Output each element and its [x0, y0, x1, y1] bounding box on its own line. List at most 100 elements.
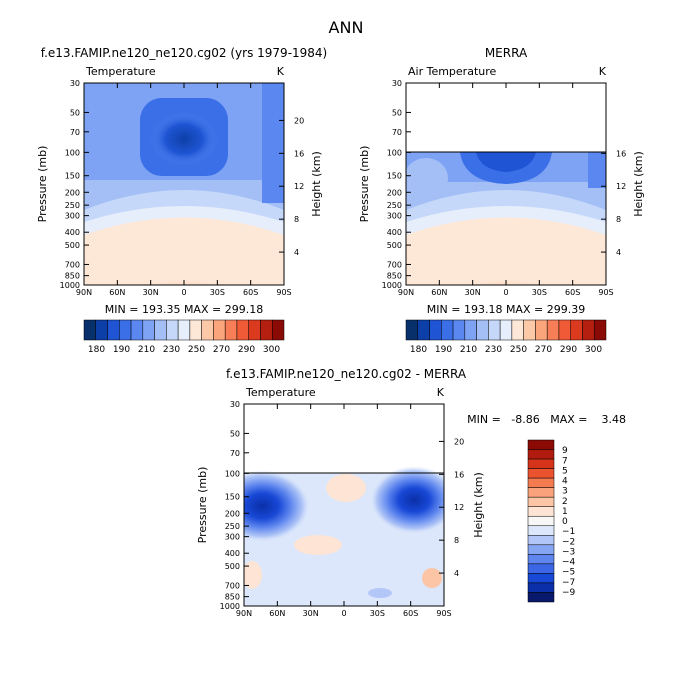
panel-model-ylabel-right: Height (km): [310, 151, 323, 217]
colorbar-label: 4: [562, 477, 568, 487]
panel-difference-variable-label: Temperature: [245, 386, 316, 399]
colorbar-label: 1: [562, 507, 568, 517]
height-tick-label: 16: [454, 470, 464, 479]
colorbar-label: 290: [560, 345, 577, 355]
height-tick-label: 4: [616, 248, 621, 257]
pressure-tick-label: 850: [65, 272, 80, 281]
colorbar-swatch: [499, 319, 513, 341]
pressure-tick-label: 1000: [220, 602, 240, 611]
pressure-tick-label: 70: [70, 128, 80, 137]
pressure-tick-label: 500: [387, 241, 402, 250]
panel-model-ylabel: Pressure (mb): [36, 146, 49, 223]
field-polar-warm-patch: [406, 158, 448, 198]
colorbar-label: 270: [213, 345, 230, 355]
colorbar-swatch: [527, 477, 555, 488]
colorbar-label: 210: [138, 345, 155, 355]
pressure-tick-label: 400: [387, 228, 402, 237]
latitude-tick-label: 60S: [565, 288, 580, 297]
pressure-tick-label: 700: [225, 581, 240, 590]
colorbar-swatch: [582, 319, 595, 341]
pressure-tick-label: 100: [65, 148, 80, 157]
panel-model-axes: 305070100150200250300400500700850100090N…: [60, 79, 305, 297]
pressure-tick-label: 850: [225, 593, 240, 602]
colorbar-swatch: [236, 319, 249, 341]
colorbar-label: 3: [562, 487, 568, 497]
panel-merra-colorbar: 180 190 210 230 250 270 290 300: [405, 319, 607, 355]
panel-merra-field: [406, 83, 606, 285]
colorbar-swatch: [527, 525, 555, 536]
colorbar-label: 7: [562, 456, 568, 466]
pressure-tick-label: 50: [392, 108, 402, 117]
pressure-tick-label: 50: [70, 108, 80, 117]
latitude-tick-label: 30N: [465, 288, 481, 297]
pressure-tick-label: 100: [387, 148, 402, 157]
colorbar-label: −3: [562, 547, 575, 557]
colorbar-swatch: [527, 468, 555, 479]
panel-merra-variable-label: Air Temperature: [408, 65, 497, 78]
colorbar-label: 2: [562, 497, 568, 507]
colorbar-label: 300: [585, 345, 602, 355]
colorbar-swatch: [527, 535, 555, 546]
colorbar-swatch: [527, 449, 555, 460]
panel-model-field: [84, 83, 284, 285]
colorbar-swatch: [154, 319, 167, 341]
colorbar-label: −4: [562, 558, 576, 568]
colorbar-label: 270: [535, 345, 552, 355]
pressure-tick-label: 150: [65, 172, 80, 181]
colorbar-swatch: [248, 319, 261, 341]
height-tick-label: 12: [454, 503, 464, 512]
latitude-tick-label: 30S: [370, 609, 385, 618]
pressure-tick-label: 700: [65, 260, 80, 269]
pressure-tick-label: 70: [392, 128, 402, 137]
panel-difference-stats: MIN = -8.86 MAX = 3.48: [467, 413, 626, 426]
latitude-tick-label: 0: [503, 288, 508, 297]
colorbar-label: −1: [562, 527, 575, 537]
pressure-tick-label: 250: [225, 522, 240, 531]
height-tick-label: 16: [294, 149, 304, 158]
panel-model-variable-label: Temperature: [85, 65, 156, 78]
colorbar-label: −7: [562, 578, 575, 588]
colorbar-swatch: [527, 563, 555, 574]
colorbar-swatch: [527, 573, 555, 584]
pressure-tick-label: 300: [225, 533, 240, 542]
panel-difference-ylabel: Pressure (mb): [196, 467, 209, 544]
pressure-tick-label: 200: [387, 188, 402, 197]
panel-difference-field: [244, 404, 444, 606]
pressure-tick-label: 1000: [382, 281, 402, 290]
pressure-tick-label: 200: [225, 509, 240, 518]
panel-merra-units-label: K: [599, 65, 607, 78]
colorbar-swatch: [527, 506, 555, 517]
colorbar-label: 5: [562, 466, 568, 476]
colorbar-swatch: [464, 319, 477, 341]
pressure-tick-label: 250: [387, 201, 402, 210]
colorbar-label: 0: [562, 517, 568, 527]
panel-model-stats: MIN = 193.35 MAX = 299.18: [105, 303, 263, 316]
latitude-tick-label: 90S: [598, 288, 613, 297]
colorbar-swatch: [527, 592, 555, 603]
colorbar-label: 190: [113, 345, 130, 355]
panel-merra-axes: 30 50 70 100 150 200 250 300 400 500 700 850100090N…: [382, 79, 627, 297]
panel-merra-ylabel-right: Height (km): [632, 151, 645, 217]
pressure-tick-label: 30: [70, 79, 80, 88]
colorbar-swatch: [452, 319, 466, 341]
pressure-tick-label: 500: [225, 562, 240, 571]
pressure-tick-label: 700: [387, 260, 402, 269]
latitude-tick-label: 90S: [436, 609, 451, 618]
colorbar-swatch: [83, 319, 97, 341]
height-tick-label: 8: [454, 536, 459, 545]
panel-merra-title: MERRA: [485, 46, 528, 60]
latitude-tick-label: 60N: [431, 288, 447, 297]
pressure-tick-label: 150: [387, 172, 402, 181]
field-polar-cold: [588, 152, 606, 188]
pressure-tick-label: 1000: [60, 281, 80, 290]
field-cold-core: [150, 112, 218, 166]
pressure-tick-label: 30: [230, 400, 240, 409]
pressure-tick-label: 30: [392, 79, 402, 88]
latitude-tick-label: 90N: [398, 288, 414, 297]
panel-difference-units-label: K: [437, 386, 445, 399]
colorbar-swatch: [224, 319, 238, 341]
colorbar-label: 230: [485, 345, 502, 355]
height-tick-label: 4: [454, 569, 459, 578]
